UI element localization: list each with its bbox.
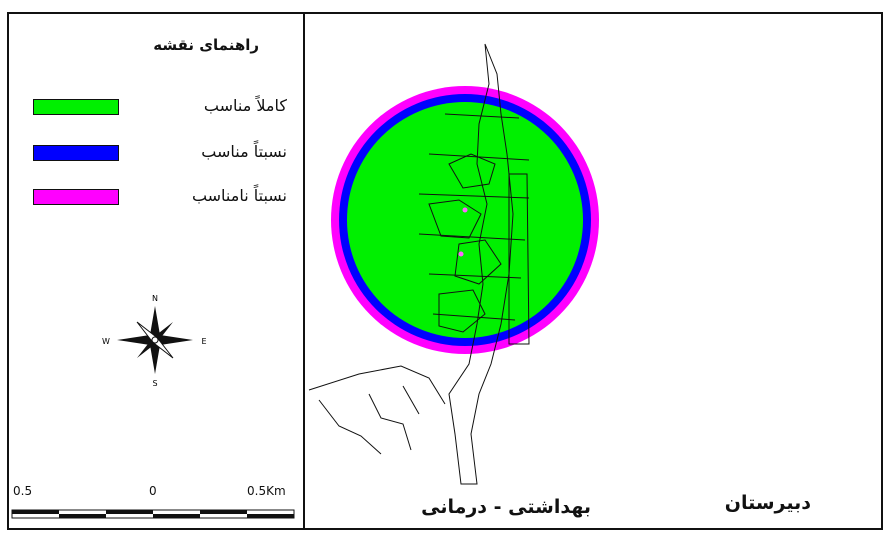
school-map-label: دبیرستان [724,492,811,514]
legend-swatch-green [33,99,119,115]
scale-label-center: 0 [149,484,157,498]
compass-e-label: E [201,337,206,346]
compass-w-label: W [102,337,110,346]
legend-item-very-suitable: کاملاً مناسب [33,96,293,120]
legend-label: نسبتاً مناسب [201,142,287,161]
map-frame: راهنمای نقشه کاملاً مناسب نسبتاً مناسب ن… [7,12,883,530]
health-map-label: بهداشتی - درمانی [421,496,591,518]
legend-label: نسبتاً نامناسب [191,186,287,205]
legend-title: راهنمای نقشه [153,36,259,54]
site-marker [458,251,464,257]
north-arrow-compass-icon: N S E W [102,294,206,388]
legend-item-fairly-suitable: نسبتاً مناسب [33,142,293,166]
legend-swatch-magenta [33,189,119,205]
legend-label: کاملاً مناسب [203,96,287,115]
compass-n-label: N [152,294,158,303]
scale-bar: 0.5 0 0.5Km [11,484,297,526]
map-panel: بهداشتی - درمانی دبیرستان [15,14,881,528]
scale-label-left: 0.5 [13,484,33,498]
map-canvas [15,43,599,487]
compass-s-label: S [152,379,157,388]
legend-item-fairly-unsuitable: نسبتاً نامناسب [33,186,293,210]
site-marker [462,207,468,213]
scale-bar-graphic [11,509,295,519]
legend-panel: راهنمای نقشه کاملاً مناسب نسبتاً مناسب ن… [9,14,305,528]
school-buffer [331,86,599,354]
scale-label-right: 0.5Km [247,484,286,498]
legend-swatch-blue [33,145,119,161]
